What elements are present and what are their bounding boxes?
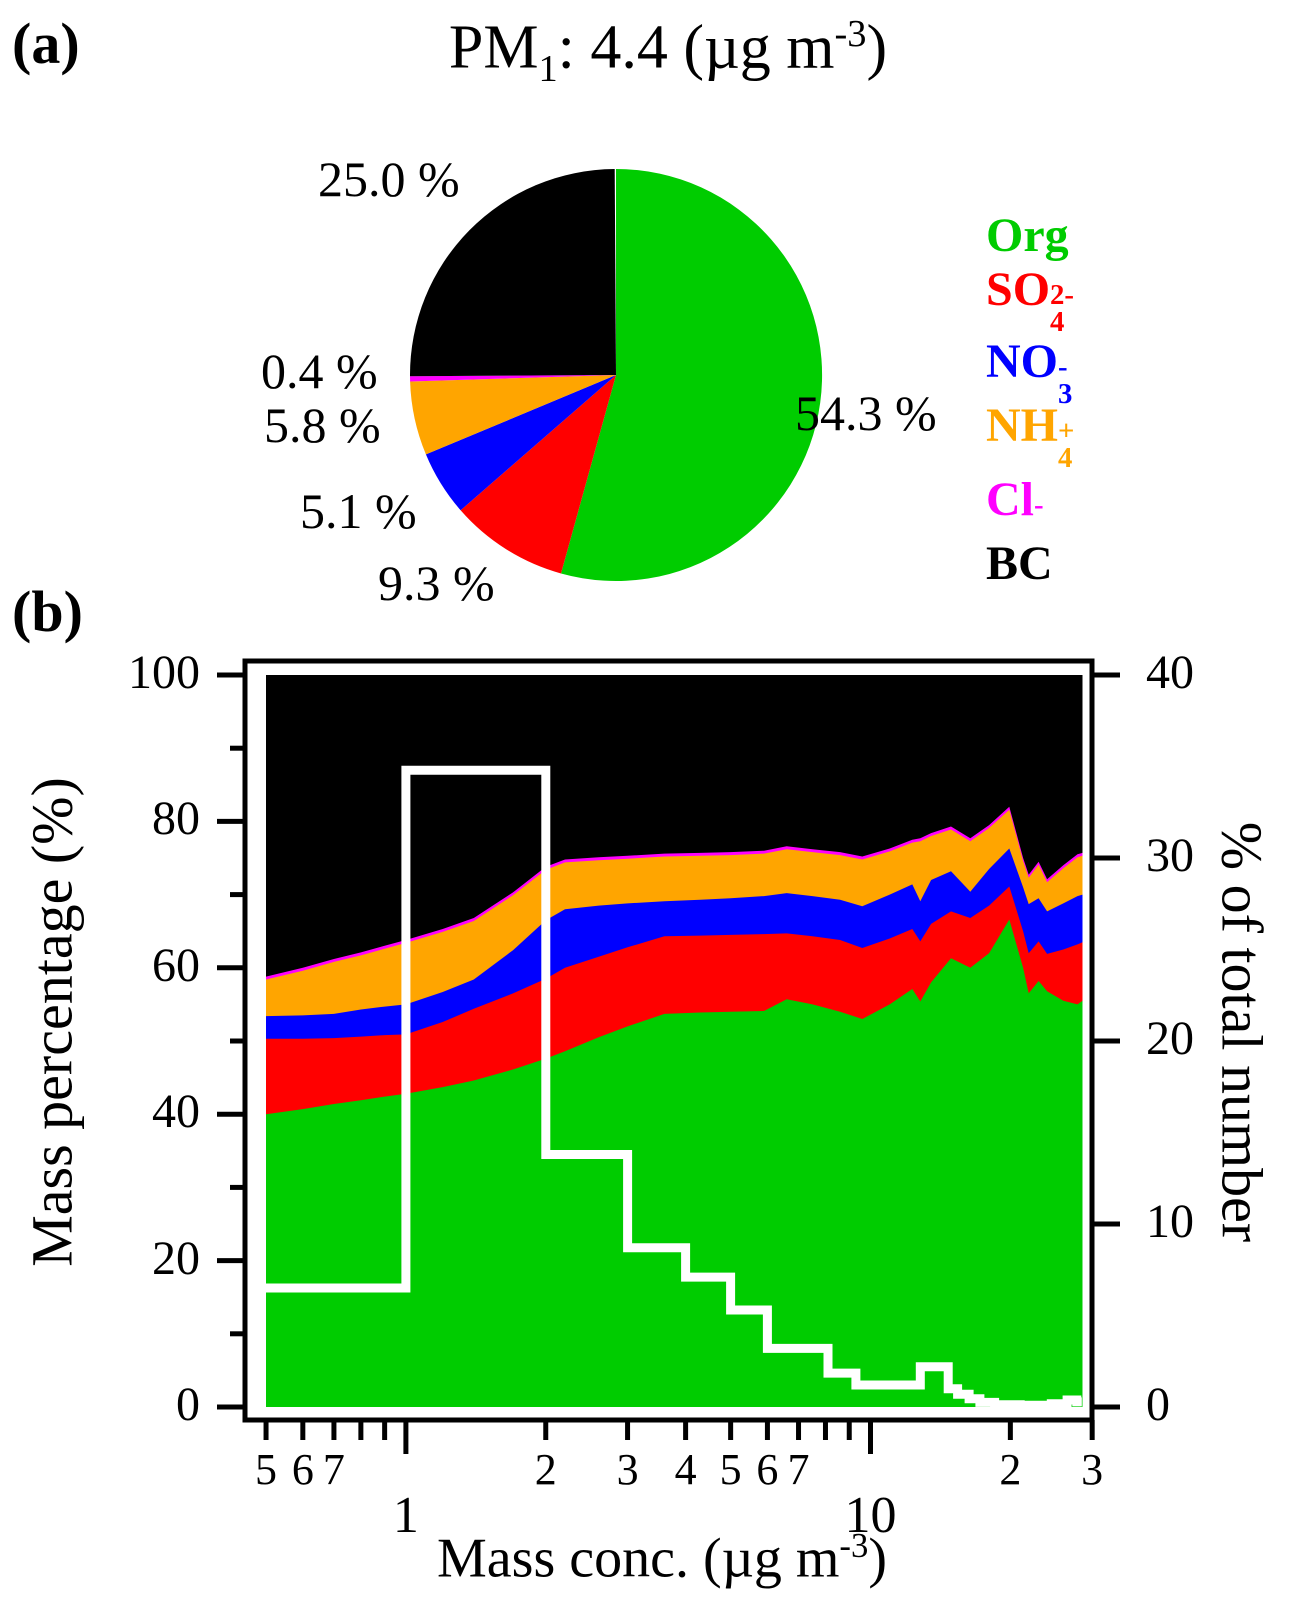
legend-superscript: -	[1058, 350, 1068, 383]
right-axis-tick-label: 0	[1146, 1378, 1170, 1431]
x-axis-title-superscript: -3	[839, 1526, 869, 1565]
left-axis-title: Mass percentage (%)	[19, 777, 85, 1267]
right-axis-tick-label: 10	[1146, 1195, 1194, 1248]
x-axis-title: Mass conc. (µg m-3)	[437, 1526, 887, 1591]
right-axis-title: % of total number	[1209, 821, 1275, 1243]
x-axis-title-end: )	[868, 1527, 887, 1590]
pie-label-org: 54.3 %	[795, 385, 937, 441]
legend-item-nh4: NH +4	[986, 398, 1074, 472]
pie-title-superscript: -3	[834, 13, 867, 55]
x-axis-minor-tick-label: 7	[322, 1445, 345, 1494]
legend-item-cl: Cl -	[986, 472, 1044, 545]
x-axis-minor-tick-label: 3	[616, 1445, 639, 1494]
legend-superscript: -	[1034, 488, 1044, 521]
left-axis-tick-label: 0	[176, 1378, 200, 1431]
pie-title-value: : 4.4 (µg m	[557, 13, 835, 82]
pie-slice-bc	[409, 169, 616, 377]
panel-a-label: (a)	[12, 11, 80, 76]
legend-text: NO	[986, 335, 1058, 388]
number-fraction-step-line	[249, 765, 1082, 1410]
pie-slice-so4	[460, 375, 616, 574]
left-axis-tick-label: 20	[152, 1231, 200, 1285]
left-axis-tick-label: 80	[152, 792, 200, 846]
pie-slice-no3	[425, 375, 616, 511]
x-axis-title-main: Mass conc. (µg m	[437, 1527, 840, 1590]
right-axis-tick-label: 30	[1146, 829, 1194, 882]
legend-superscript: 2-	[1050, 278, 1075, 311]
pie-slice-org	[561, 168, 823, 581]
left-axis-tick-label: 40	[152, 1085, 200, 1139]
legend-text: SO	[986, 263, 1051, 316]
legend-subscript: 3	[1058, 377, 1073, 410]
x-axis-minor-tick-label: 5	[255, 1445, 278, 1494]
legend-item-org: Org	[986, 208, 1069, 275]
area-org	[266, 919, 1083, 1407]
legend-text: Cl	[986, 473, 1034, 526]
pie-label-so4: 9.3 %	[378, 555, 495, 611]
legend-item-no3: NO -3	[986, 334, 1072, 408]
pie-title: PM1: 4.4 (µg m-3)	[449, 12, 887, 91]
legend-superscript: +	[1058, 414, 1075, 447]
x-axis-decade-label: 10	[844, 1487, 897, 1544]
right-axis-tick-label: 20	[1146, 1012, 1194, 1065]
pie-label-no3: 5.1 %	[300, 483, 417, 539]
x-axis-decade-label: 1	[392, 1487, 419, 1544]
pie-label-cl: 0.4 %	[261, 343, 378, 399]
pie-title-subscript: 1	[538, 48, 558, 91]
legend-text: Org	[986, 209, 1069, 262]
x-axis-minor-tick-label: 3	[1081, 1445, 1104, 1494]
x-axis-minor-tick-label: 2	[999, 1445, 1022, 1494]
left-axis-tick-label: 100	[128, 646, 200, 699]
legend-text: NH	[986, 399, 1058, 452]
pie-title-main: PM	[448, 13, 539, 82]
x-axis-minor-tick-label: 6	[756, 1445, 779, 1494]
x-axis-minor-tick-label: 7	[787, 1445, 810, 1494]
pie-slice-cl	[410, 375, 616, 382]
right-axis-tick-label: 40	[1146, 646, 1194, 699]
x-axis-minor-tick-label: 4	[674, 1445, 697, 1494]
legend-item-so4: SO 2- 4	[986, 262, 1074, 336]
legend-text: BC	[986, 537, 1053, 590]
left-axis-tick-label: 60	[152, 938, 200, 992]
x-axis-minor-tick-label: 5	[719, 1445, 742, 1494]
legend-item-bc: BC	[986, 536, 1053, 603]
pie-label-nh4: 5.8 %	[264, 397, 381, 453]
pie-label-bc: 25.0 %	[318, 151, 460, 207]
pie-title-end: )	[866, 13, 888, 82]
x-axis-minor-tick-label: 2	[534, 1445, 557, 1494]
legend-subscript: 4	[1050, 305, 1065, 338]
pie-slice-nh4	[410, 375, 616, 455]
x-axis-minor-tick-label: 6	[291, 1445, 314, 1494]
panel-b-label: (b)	[12, 579, 83, 644]
legend-subscript: 4	[1058, 441, 1073, 474]
